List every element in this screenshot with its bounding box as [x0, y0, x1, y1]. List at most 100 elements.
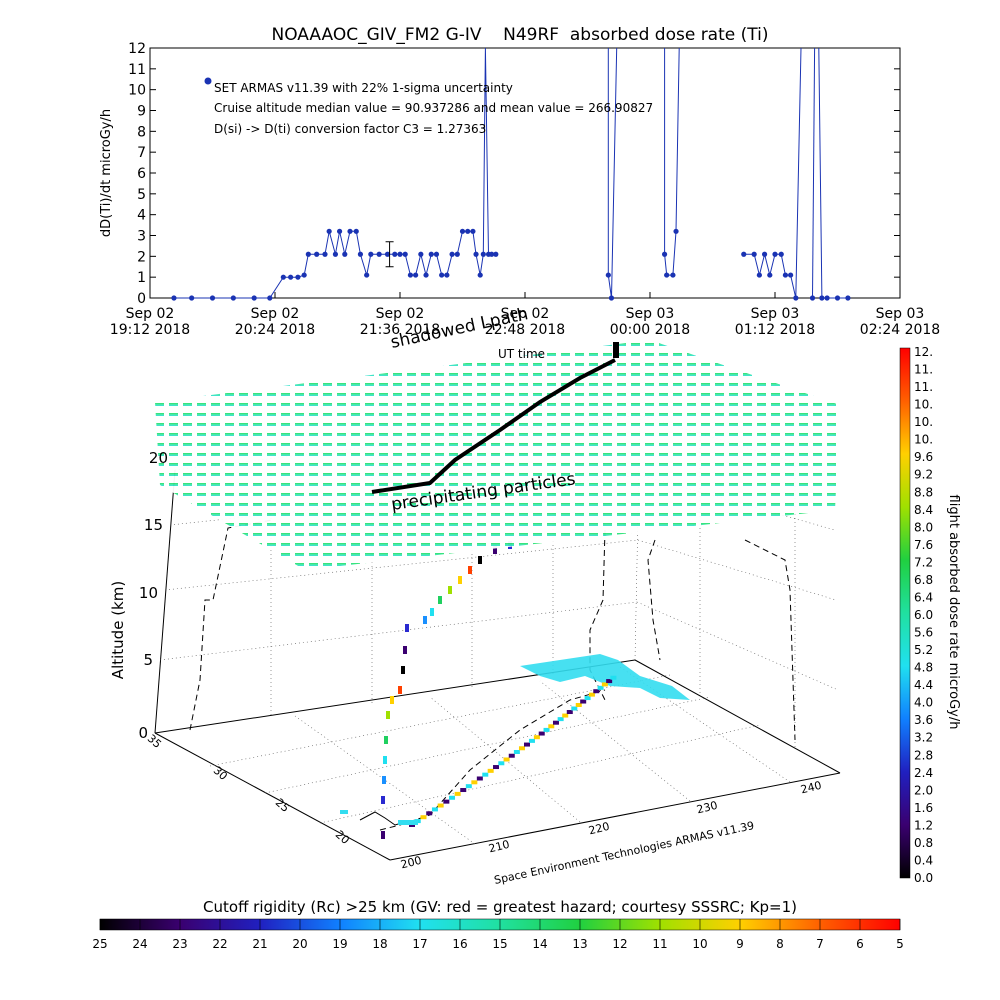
data-point — [473, 251, 479, 257]
ground-track-point — [340, 810, 348, 814]
ground-track-point — [566, 710, 573, 715]
ascent-point — [403, 646, 407, 654]
altitude-tick-label: 15 — [144, 516, 163, 534]
ground-track-point — [503, 757, 510, 762]
dose-colorbar-tick-label: 7.6 — [914, 538, 933, 552]
rigidity-colorbar-ticks: 25 24 23 22 21 20 19 18 17 16 15 14 13 12 11 10 9 8 7 6 5 — [92, 919, 904, 951]
dose-colorbar-tick-label: 5.2 — [914, 643, 933, 657]
ascent-point — [398, 686, 402, 694]
data-point — [332, 251, 339, 257]
data-point — [489, 251, 495, 257]
dose-colorbar-tick-label: 6.4 — [914, 590, 933, 604]
altitude-axis-label: Altitude (km) — [109, 581, 127, 679]
rigidity-tick-label: 10 — [692, 937, 707, 951]
data-point — [782, 272, 789, 278]
x-tick-label: 21:36 2018 — [360, 322, 440, 338]
data-point — [288, 274, 294, 280]
dose-colorbar-tick-label: 12. — [914, 345, 933, 359]
ground-track-point — [449, 795, 456, 800]
data-point — [761, 251, 768, 257]
data-point — [459, 228, 466, 234]
data-point — [809, 295, 816, 301]
rigidity-tick-label: 14 — [532, 937, 547, 951]
data-point — [280, 274, 286, 280]
ground-track-point — [426, 811, 433, 816]
rigidity-tick-label: 7 — [816, 937, 824, 951]
y-tick-label: 5 — [137, 187, 146, 203]
ground-track-point — [533, 735, 540, 740]
ground-track-point — [562, 713, 569, 718]
dose-colorbar-tick-label: 10. — [914, 415, 933, 429]
ground-track-point — [528, 738, 535, 743]
dose-colorbar-tick-label: 8.8 — [914, 485, 933, 499]
data-point — [428, 251, 434, 257]
data-point — [413, 272, 419, 278]
x-tick-label: Sep 03 — [626, 306, 675, 322]
data-point — [493, 251, 499, 257]
dose-colorbar-tick-label: 4.0 — [914, 696, 933, 710]
annotation-2: Cruise altitude median value = 90.937286… — [214, 101, 653, 115]
ground-track-point — [548, 724, 555, 729]
ground-track-point — [420, 815, 427, 820]
ground-track-point — [597, 685, 604, 690]
dose-colorbar-tick-label: 11. — [914, 363, 933, 377]
dose-colorbar-tick-label: 3.2 — [914, 731, 933, 745]
y-tick-label: 7 — [137, 145, 146, 161]
annotation-1: SET ARMAS v11.39 with 22% 1-sigma uncert… — [214, 81, 513, 95]
rigidity-tick-label: 21 — [252, 937, 267, 951]
dose-colorbar-tick-label: 5.6 — [914, 626, 933, 640]
data-point — [824, 295, 830, 301]
y-tick-label: 11 — [128, 62, 146, 78]
dose-colorbar-tick-label: 0.0 — [914, 871, 933, 885]
ground-track-point — [437, 803, 444, 808]
ascent-point — [383, 756, 387, 764]
data-point — [353, 228, 359, 234]
rigidity-tick-label: 11 — [652, 937, 667, 951]
ascent-point — [448, 586, 452, 594]
y-tick-label: 3 — [137, 229, 146, 245]
dose-colorbar-tick-label: 8.0 — [914, 520, 933, 534]
data-point — [384, 251, 391, 257]
y-tick-label: 12 — [128, 41, 146, 57]
series-line — [664, 47, 680, 276]
altitude-tick-label: 20 — [149, 449, 168, 467]
data-point — [267, 295, 273, 301]
longitude-tick-label: 220 — [587, 820, 611, 838]
rigidity-tick-label: 23 — [172, 937, 187, 951]
ground-track-point — [513, 749, 520, 754]
data-point — [336, 228, 343, 234]
ascent-point — [384, 736, 388, 744]
data-point — [741, 251, 747, 257]
data-point — [376, 251, 382, 257]
x-tick-label: Sep 02 — [126, 306, 175, 322]
data-point — [251, 295, 257, 301]
longitude-tick-label: 200 — [399, 854, 423, 872]
data-point — [364, 272, 370, 278]
dose-colorbar-tick-label: 9.2 — [914, 468, 933, 482]
data-point — [449, 251, 455, 257]
data-point — [444, 272, 450, 278]
data-point — [664, 272, 670, 278]
shield-surface — [520, 654, 690, 700]
footer-credit: Space Environment Technologies ARMAS v11… — [493, 819, 755, 887]
data-point — [793, 295, 799, 301]
rigidity-tick-label: 6 — [856, 937, 864, 951]
ground-track — [340, 675, 617, 827]
ground-track-point — [493, 765, 500, 770]
data-point — [470, 228, 476, 234]
x-tick-label: 00:00 2018 — [610, 322, 690, 338]
data-point — [778, 251, 784, 257]
dose-colorbar-tick-label: 0.4 — [914, 853, 933, 867]
ground-track-point — [584, 696, 591, 701]
ground-track-point — [571, 706, 578, 711]
annotation-3: D(si) -> D(ti) conversion factor C3 = 1.… — [214, 122, 486, 136]
data-point — [834, 295, 841, 301]
x-tick-label: Sep 02 — [251, 306, 300, 322]
rigidity-tick-label: 25 — [92, 937, 107, 951]
ground-track-point — [543, 727, 550, 732]
dose-colorbar-tick-label: 4.4 — [914, 678, 933, 692]
data-point — [407, 272, 414, 278]
data-point — [480, 251, 486, 257]
data-point — [397, 251, 403, 257]
